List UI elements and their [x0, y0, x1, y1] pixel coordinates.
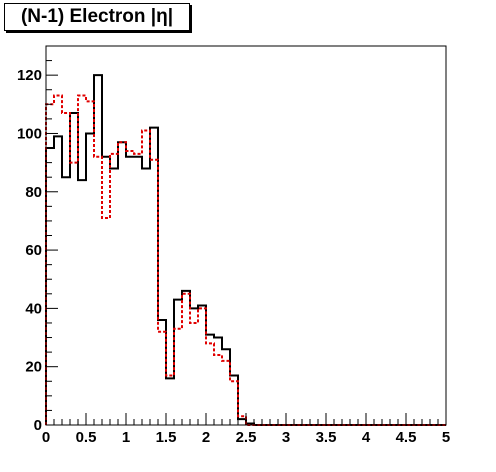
plot-frame — [45, 45, 447, 426]
x-tick-label: 3 — [282, 429, 290, 446]
y-tick-label: 120 — [17, 67, 42, 84]
x-tick-label: 5 — [442, 429, 450, 446]
plot-border — [45, 45, 447, 426]
series-line-black — [45, 74, 446, 426]
x-tick-label: 0.5 — [76, 429, 97, 446]
y-tick-label: 0 — [34, 417, 42, 434]
y-tick-label: 100 — [17, 125, 42, 142]
y-tick-label: 20 — [25, 359, 42, 376]
y-tick-label: 60 — [25, 242, 42, 259]
y-tick-label: 80 — [25, 184, 42, 201]
y-tick-label: 40 — [25, 300, 42, 317]
series-layer — [45, 74, 446, 426]
x-tick-label: 2.5 — [236, 429, 257, 446]
axes: 0 0.5 1 1.5 2 2.5 3 3.5 4 4.5 5 0 20 40 60 80 100 120 — [17, 45, 450, 446]
x-tick-label: 1.5 — [156, 429, 177, 446]
x-tick-label: 4.5 — [396, 429, 417, 446]
x-tick-label: 1 — [122, 429, 130, 446]
series-line-red-dashed — [45, 94, 446, 426]
x-tick-label: 3.5 — [316, 429, 337, 446]
x-tick-label: 4 — [362, 429, 371, 446]
chart-title: (N-1) Electron |η| — [4, 3, 190, 31]
x-tick-label: 0 — [42, 429, 50, 446]
x-tick-label: 2 — [202, 429, 210, 446]
